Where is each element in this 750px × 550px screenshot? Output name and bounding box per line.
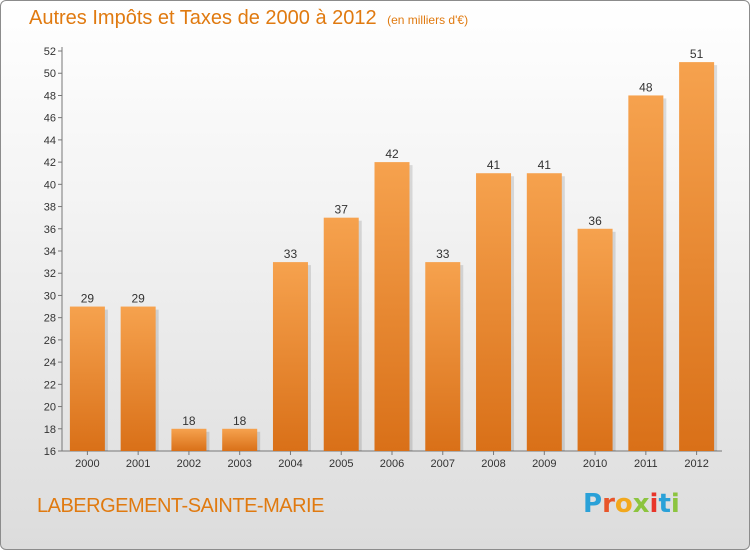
bar xyxy=(374,162,410,451)
logo-letter: i xyxy=(670,489,680,519)
x-tick-label: 2010 xyxy=(583,458,607,470)
chart-title-unit: (en milliers d'€) xyxy=(387,13,469,27)
y-tick-label: 38 xyxy=(44,202,56,214)
bar xyxy=(679,62,715,451)
logo-letter: o xyxy=(614,489,633,519)
data-label: 51 xyxy=(690,47,704,61)
data-label: 29 xyxy=(81,292,95,306)
bar xyxy=(272,262,308,451)
commune-name: LABERGEMENT-SAINTE-MARIE xyxy=(37,495,324,517)
y-tick-label: 20 xyxy=(44,402,56,414)
proxiti-logo: Proxiti xyxy=(583,489,680,519)
bar xyxy=(171,428,207,451)
logo-letter: P xyxy=(583,489,603,519)
y-tick-label: 24 xyxy=(44,357,56,369)
y-tick-label: 30 xyxy=(44,290,56,302)
x-tick-label: 2004 xyxy=(278,458,302,470)
data-label: 18 xyxy=(182,414,196,428)
logo-letter: i xyxy=(649,489,659,519)
bar xyxy=(323,217,359,451)
y-tick-label: 34 xyxy=(44,246,56,258)
logo-letter: r xyxy=(602,489,615,519)
data-label: 33 xyxy=(284,247,298,261)
x-tick-label: 2009 xyxy=(532,458,556,470)
data-label: 41 xyxy=(487,158,501,172)
x-tick-label: 2002 xyxy=(177,458,201,470)
x-tick-label: 2007 xyxy=(431,458,455,470)
y-tick-label: 48 xyxy=(44,90,56,102)
bar xyxy=(628,95,664,451)
logo-letter: t xyxy=(658,489,671,519)
logo-letter: x xyxy=(632,489,650,519)
y-tick-label: 28 xyxy=(44,313,56,325)
bar xyxy=(526,173,562,451)
y-tick-label: 18 xyxy=(44,424,56,436)
data-label: 29 xyxy=(131,292,145,306)
y-tick-label: 46 xyxy=(44,113,56,125)
bar xyxy=(222,428,258,451)
data-label: 48 xyxy=(639,80,653,94)
data-label: 41 xyxy=(538,158,552,172)
data-label: 18 xyxy=(233,414,247,428)
bar xyxy=(69,306,105,451)
bar xyxy=(425,262,461,451)
x-tick-label: 2000 xyxy=(75,458,99,470)
data-label: 37 xyxy=(335,203,349,217)
bar xyxy=(476,173,512,451)
data-label: 33 xyxy=(436,247,450,261)
y-tick-label: 44 xyxy=(44,135,56,147)
x-tick-label: 2012 xyxy=(684,458,708,470)
y-tick-label: 16 xyxy=(44,446,56,458)
x-tick-label: 2006 xyxy=(380,458,404,470)
chart-title: Autres Impôts et Taxes de 2000 à 2012 (e… xyxy=(29,7,468,30)
x-tick-label: 2008 xyxy=(481,458,505,470)
y-tick-label: 40 xyxy=(44,179,56,191)
y-tick-label: 36 xyxy=(44,224,56,236)
y-tick-label: 42 xyxy=(44,157,56,169)
bar xyxy=(577,228,613,451)
x-tick-label: 2005 xyxy=(329,458,353,470)
data-label: 42 xyxy=(385,147,399,161)
bar xyxy=(120,306,156,451)
y-tick-label: 26 xyxy=(44,335,56,347)
y-tick-label: 52 xyxy=(44,46,56,58)
chart-title-main: Autres Impôts et Taxes de 2000 à 2012 xyxy=(29,7,377,29)
bar-layer: 29 29 18 18 33 37 42 33 41 41 36 48 51 xyxy=(69,47,718,451)
x-tick-label: 2011 xyxy=(634,458,658,470)
data-label: 36 xyxy=(588,214,602,228)
y-tick-label: 32 xyxy=(44,268,56,280)
x-tick-label: 2003 xyxy=(227,458,251,470)
y-tick-label: 22 xyxy=(44,379,56,391)
y-tick-label: 50 xyxy=(44,68,56,80)
x-tick-label: 2001 xyxy=(126,458,150,470)
